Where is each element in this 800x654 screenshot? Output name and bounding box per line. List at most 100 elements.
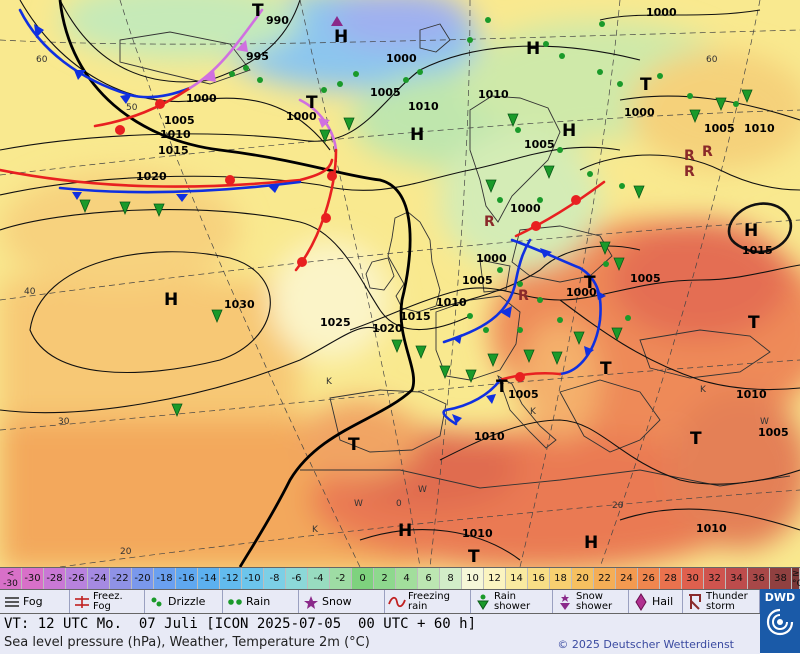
dwd-logo: DWD xyxy=(760,589,800,653)
scale-cell-16: 2 xyxy=(374,568,396,590)
scale-cell-20: 10 xyxy=(462,568,484,590)
high-center-e: H xyxy=(744,221,758,241)
scale-cell-1: -28 xyxy=(44,568,66,590)
isobar-label-1000-g: 1000 xyxy=(476,252,507,265)
copyright: © 2025 Deutscher Wetterdienst xyxy=(557,638,734,651)
legend-label-snow-shower: Snow shower xyxy=(576,591,613,612)
lat-label-20: 20 xyxy=(120,547,132,557)
low-center-j: T xyxy=(640,75,652,95)
weather-symbols: R RR RR xyxy=(79,16,753,418)
isobar-label-1010-d: 1010 xyxy=(744,122,775,135)
scale-cell-18: 6 xyxy=(418,568,440,590)
isobar-label-1010-e: 1010 xyxy=(436,296,467,309)
lat-label-50: 50 xyxy=(126,103,138,113)
isobar-label-1000-e: 1000 xyxy=(624,106,655,119)
scale-cell-30: 30 xyxy=(682,568,704,590)
isobar-label-1015: 1015 xyxy=(158,144,189,157)
marker-w-b: W xyxy=(418,485,427,495)
scale-cell-31: 32 xyxy=(704,568,726,590)
chart-info: VT: 12 UTC Mo. 07 Juli [ICON 2025-07-05 … xyxy=(0,613,760,654)
scale-cell-10: -10 xyxy=(242,568,264,590)
lon-label-0: 0 xyxy=(396,499,402,509)
scale-cell-33: 36 xyxy=(748,568,770,590)
dwd-logo-swirl-icon xyxy=(766,608,794,636)
pressure-labels: 990 995 1000 1000 1000 1000 1000 1000 10… xyxy=(136,6,789,540)
isobar-label-1015-c: 1015 xyxy=(742,244,773,257)
low-center-d: T xyxy=(600,359,612,379)
svg-text:R: R xyxy=(684,148,695,164)
scale-cell-15: 0 xyxy=(352,568,374,590)
isobar-label-1005: 1005 xyxy=(164,114,195,127)
isobar-label-1000-c: 1000 xyxy=(386,52,417,65)
high-center-b: H xyxy=(410,125,424,145)
isobar-label-1005-d: 1005 xyxy=(462,274,493,287)
isobar-label-1000-d: 1000 xyxy=(646,6,677,19)
scale-cell-28: 26 xyxy=(638,568,660,590)
scale-cell-32: 34 xyxy=(726,568,748,590)
lat-label-30: 30 xyxy=(58,417,70,427)
scale-cell-21: 12 xyxy=(484,568,506,590)
isobar-label-1005-g: 1005 xyxy=(508,388,539,401)
scale-cell-8: -14 xyxy=(198,568,220,590)
marker-k: K xyxy=(326,377,333,387)
scale-cell-12: -6 xyxy=(286,568,308,590)
low-center-i: T xyxy=(468,547,480,567)
scale-cell-4: -22 xyxy=(110,568,132,590)
low-center-e: T xyxy=(690,429,702,449)
marker-k-b: K xyxy=(530,407,537,417)
lat-label-60-b: 60 xyxy=(706,55,718,65)
scale-cell-5: -20 xyxy=(132,568,154,590)
legend-item-rain: Rain xyxy=(223,590,299,614)
marker-w: W xyxy=(354,499,363,509)
isobar-label-1010-i: 1010 xyxy=(462,527,493,540)
isobar-label-1000-h: 1000 xyxy=(566,286,597,299)
legend-label-rain-shower: Rain shower xyxy=(494,591,531,612)
isobar-label-1005-e: 1005 xyxy=(630,272,661,285)
scale-low-end: < -30 xyxy=(0,568,22,590)
scale-cell-9: -12 xyxy=(220,568,242,590)
legend-label-snow: Snow xyxy=(322,595,352,608)
isobar-label-1010: 1010 xyxy=(160,128,191,141)
isobar-label-1030: 1030 xyxy=(224,298,255,311)
low-center-h: T xyxy=(584,273,596,293)
isobars xyxy=(0,0,800,561)
scale-cell-3: -24 xyxy=(88,568,110,590)
chart-subtitle: Sea level pressure (hPa), Weather, Tempe… xyxy=(4,635,370,650)
legend-label-fog: Fog xyxy=(23,595,43,608)
isobar-label-995: 995 xyxy=(246,50,269,63)
isobar-label-1000-f: 1000 xyxy=(510,202,541,215)
isobar-label-1020-b: 1020 xyxy=(372,322,403,335)
scale-cell-24: 18 xyxy=(550,568,572,590)
high-center-c: H xyxy=(526,39,540,59)
isobar-label-1010-h: 1010 xyxy=(696,522,727,535)
drizzle-icon xyxy=(151,597,162,607)
scale-high-end: ≥40 °C xyxy=(792,568,800,590)
legend-label-freezing-fog: Freez. Fog xyxy=(93,591,123,612)
isobar-label-1010-f: 1010 xyxy=(736,388,767,401)
isobar-label-1020: 1020 xyxy=(136,170,167,183)
lat-label-60: 60 xyxy=(36,55,48,65)
scale-cell-34: 38 xyxy=(770,568,792,590)
svg-text:R: R xyxy=(702,144,713,160)
scale-cell-14: -2 xyxy=(330,568,352,590)
isobar-label-1005-c: 1005 xyxy=(524,138,555,151)
legend-item-snow: Snow xyxy=(299,590,385,614)
temperature-scale: < -30 -30 -28 -26 -24 -22 -20 -18 -16 -14 -12 -10 -8… xyxy=(0,567,800,590)
scale-cell-17: 4 xyxy=(396,568,418,590)
marker-k-c: K xyxy=(312,525,319,535)
rain-shower-icon xyxy=(477,594,489,610)
freezing-rain-icon xyxy=(388,596,406,608)
scale-cell-22: 14 xyxy=(506,568,528,590)
low-center-g: T xyxy=(496,377,508,397)
legend-item-drizzle: Drizzle xyxy=(145,590,223,614)
legend-item-rain-shower: Rain shower xyxy=(471,590,553,614)
scale-cell-2: -26 xyxy=(66,568,88,590)
weather-legend: Fog Freez. Fog Drizzle Rain Snow Freezin… xyxy=(0,589,760,614)
svg-text:R: R xyxy=(684,164,695,180)
isobar-label-990: 990 xyxy=(266,14,289,27)
fog-icon xyxy=(5,597,19,607)
high-center-h: H xyxy=(334,27,348,47)
isobar-label-1015-b: 1015 xyxy=(400,310,431,323)
lat-label-20-b: 20 xyxy=(612,501,624,511)
